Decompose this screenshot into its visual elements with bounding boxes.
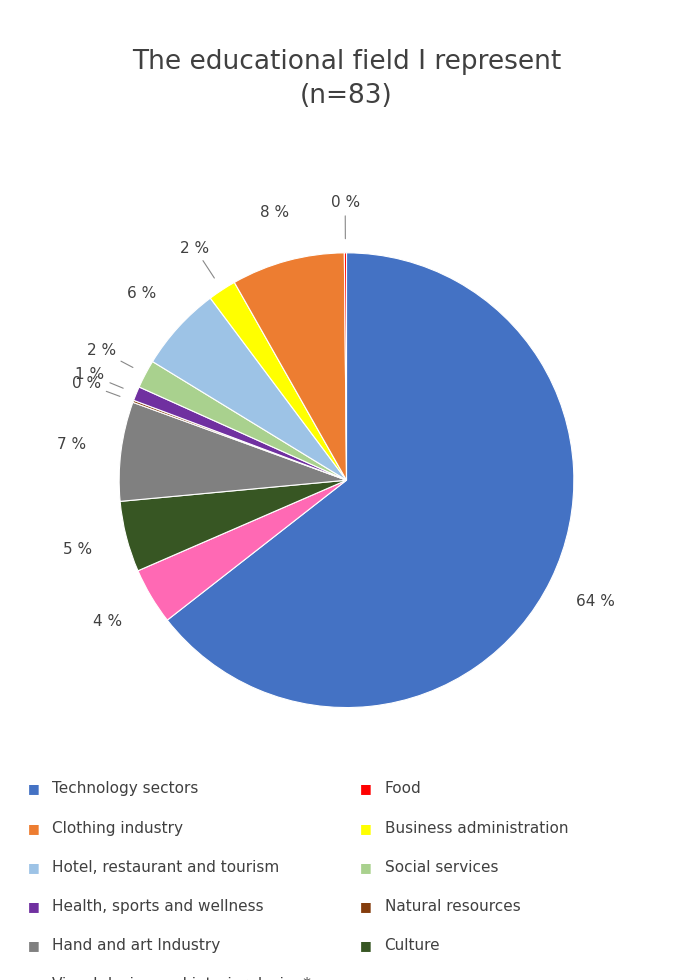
Text: 6 %: 6 % [127, 286, 156, 301]
Wedge shape [138, 480, 346, 620]
Text: 2 %: 2 % [180, 240, 214, 278]
Text: 5 %: 5 % [63, 542, 92, 557]
Text: ■: ■ [28, 900, 40, 913]
Text: 8 %: 8 % [260, 205, 289, 220]
Text: 0 %: 0 % [72, 376, 120, 396]
Text: Technology sectors: Technology sectors [52, 781, 198, 797]
Wedge shape [133, 400, 346, 480]
Wedge shape [344, 253, 346, 480]
Text: 1 %: 1 % [76, 368, 123, 388]
Text: Hotel, restaurant and tourism: Hotel, restaurant and tourism [52, 859, 279, 875]
Text: ■: ■ [28, 978, 40, 980]
Text: 64 %: 64 % [577, 594, 615, 610]
Wedge shape [139, 362, 346, 480]
Text: Visual design and interior design*: Visual design and interior design* [52, 977, 311, 980]
Text: Clothing industry: Clothing industry [52, 820, 183, 836]
Text: Culture: Culture [385, 938, 440, 954]
Text: ■: ■ [360, 821, 372, 835]
Text: ■: ■ [360, 782, 372, 796]
Wedge shape [210, 282, 346, 480]
Text: Health, sports and wellness: Health, sports and wellness [52, 899, 263, 914]
Text: ■: ■ [28, 821, 40, 835]
Text: ■: ■ [360, 939, 372, 953]
Wedge shape [152, 298, 346, 480]
Wedge shape [119, 403, 346, 502]
Text: Social services: Social services [385, 859, 498, 875]
Text: Hand and art Industry: Hand and art Industry [52, 938, 220, 954]
Text: ■: ■ [28, 782, 40, 796]
Text: ■: ■ [28, 939, 40, 953]
Wedge shape [120, 480, 346, 570]
Text: 0 %: 0 % [331, 195, 360, 239]
Text: 7 %: 7 % [57, 437, 86, 452]
Text: Business administration: Business administration [385, 820, 568, 836]
Text: 2 %: 2 % [87, 343, 133, 368]
Text: 4 %: 4 % [94, 614, 123, 629]
Wedge shape [234, 253, 346, 480]
Wedge shape [167, 253, 574, 708]
Wedge shape [134, 387, 346, 480]
Text: Food: Food [385, 781, 421, 797]
Text: ■: ■ [360, 860, 372, 874]
Text: Natural resources: Natural resources [385, 899, 520, 914]
Text: ■: ■ [28, 860, 40, 874]
Text: The educational field I represent
(n=83): The educational field I represent (n=83) [132, 49, 561, 109]
Text: ■: ■ [360, 900, 372, 913]
